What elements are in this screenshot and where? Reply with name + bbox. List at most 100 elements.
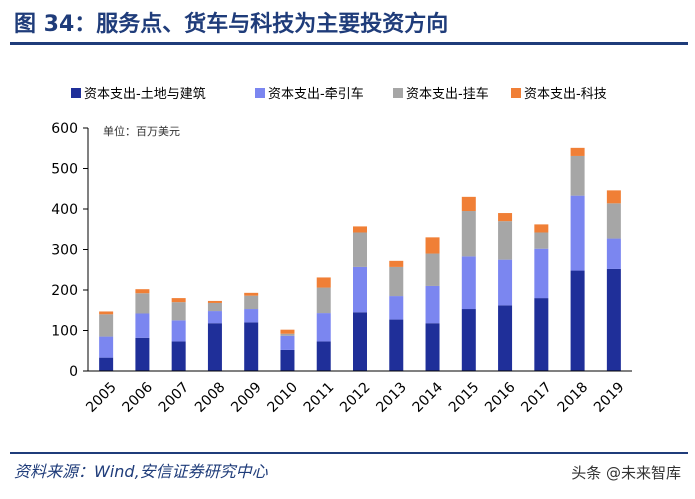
bar-segment: [570, 155, 585, 196]
bar-segment: [280, 335, 295, 350]
bar-segment: [353, 312, 367, 371]
bar-segment: [606, 238, 621, 269]
bar-segment: [207, 311, 222, 324]
bar-segment: [425, 323, 440, 371]
bar-segment: [389, 296, 404, 320]
y-tick-label: 100: [51, 324, 78, 340]
bar-segment: [316, 313, 331, 342]
x-tick-label: 2010: [265, 379, 302, 416]
y-tick-label: 0: [69, 364, 78, 380]
legend-swatch: [71, 88, 81, 98]
x-tick-label: 2007: [156, 379, 193, 416]
bar-segment: [135, 337, 150, 371]
bar-segment: [244, 322, 259, 371]
source-note: 资料来源：Wind,安信证券研究中心: [14, 462, 268, 481]
bar-segment: [606, 268, 621, 371]
x-tick-label: 2009: [228, 379, 265, 416]
bar-segment: [280, 349, 295, 371]
bar-segment: [135, 293, 150, 314]
bar-segment: [207, 300, 222, 303]
bar-segment: [534, 232, 549, 249]
x-tick-label: 2013: [373, 379, 410, 416]
footer-divider: [10, 452, 688, 454]
bar-segment: [389, 260, 404, 267]
bar-segment: [353, 226, 367, 233]
x-axis: 2005 2006 2007 2008 2009 2010 2011 2012 2013 2014…: [83, 370, 632, 416]
bar-segment: [280, 329, 295, 334]
bar-segment: [534, 248, 549, 299]
bar-segment: [171, 298, 186, 303]
chart-legend: 资本支出-土地与建筑 资本支出-牵引车 资本支出-挂车 资本支出-科技: [71, 86, 607, 102]
y-tick-label: 600: [51, 121, 78, 137]
x-tick-label: 2011: [301, 379, 338, 416]
y-tick-label: 300: [51, 243, 78, 259]
bar-segment: [135, 313, 150, 338]
bar-segment: [389, 266, 404, 297]
bar-segment: [353, 266, 367, 313]
watermark: 头条 @未来智库: [571, 464, 681, 482]
bar-segment: [570, 147, 585, 156]
x-tick-label: 2017: [518, 379, 555, 416]
bar-segment: [99, 314, 114, 337]
bar-segment: [498, 259, 513, 306]
legend-label: 资本支出-科技: [524, 87, 607, 102]
legend-swatch: [393, 88, 403, 98]
bar-segment: [353, 232, 367, 267]
x-tick-label: 2019: [591, 379, 628, 416]
bar-segment: [570, 195, 585, 271]
bar-segment: [534, 224, 549, 233]
bar-segment: [425, 237, 440, 254]
bar-segment: [244, 309, 259, 323]
bar-segment: [99, 311, 114, 315]
bar-segment: [171, 341, 186, 371]
y-tick-label: 400: [51, 202, 78, 218]
bar-segment: [316, 287, 331, 314]
x-tick-label: 2005: [83, 379, 120, 416]
bar-segment: [316, 341, 331, 371]
bar-segment: [461, 196, 476, 212]
bar-segment: [606, 190, 621, 204]
bar-segment: [280, 333, 295, 336]
legend-swatch: [511, 88, 521, 98]
x-tick-label: 2014: [410, 379, 447, 416]
x-tick-label: 2015: [446, 379, 483, 416]
bar-segment: [316, 277, 331, 288]
bar-segment: [498, 221, 513, 260]
bar-segment: [498, 213, 513, 222]
bar-segment: [534, 298, 549, 371]
bar-segment: [99, 336, 114, 358]
bar-segment: [606, 203, 621, 239]
x-tick-label: 2018: [555, 379, 592, 416]
bar-segment: [135, 289, 150, 294]
bar-segment: [389, 319, 404, 371]
bar-segment: [461, 256, 476, 310]
bar-segment: [498, 305, 513, 371]
title-divider: [10, 42, 688, 45]
x-tick-label: 2016: [482, 379, 519, 416]
legend-label: 资本支出-土地与建筑: [84, 86, 206, 102]
legend-swatch: [255, 88, 265, 98]
bar-segment: [207, 302, 222, 312]
y-tick-label: 200: [51, 283, 78, 299]
y-axis: 0 100 200 300 400 500 600: [51, 121, 89, 380]
bar-segment: [244, 292, 259, 296]
bar-segment: [425, 285, 440, 324]
bar-segment: [171, 302, 186, 321]
bar-segment: [461, 211, 476, 257]
bar-segment: [461, 309, 476, 371]
unit-note: 单位：百万美元: [103, 124, 180, 138]
bar-segment: [171, 320, 186, 342]
bar-segment: [244, 295, 259, 310]
bar-segment: [570, 270, 585, 371]
x-tick-label: 2012: [337, 379, 374, 416]
legend-label: 资本支出-牵引车: [268, 86, 364, 102]
bar-segment: [207, 323, 222, 371]
figure-title: 图 34：服务点、货车与科技为主要投资方向: [14, 12, 449, 37]
bars-group: [99, 147, 621, 371]
x-tick-label: 2008: [192, 379, 229, 416]
x-tick-label: 2006: [119, 379, 156, 416]
legend-label: 资本支出-挂车: [406, 86, 489, 102]
bar-segment: [99, 357, 114, 371]
y-tick-label: 500: [51, 162, 78, 178]
